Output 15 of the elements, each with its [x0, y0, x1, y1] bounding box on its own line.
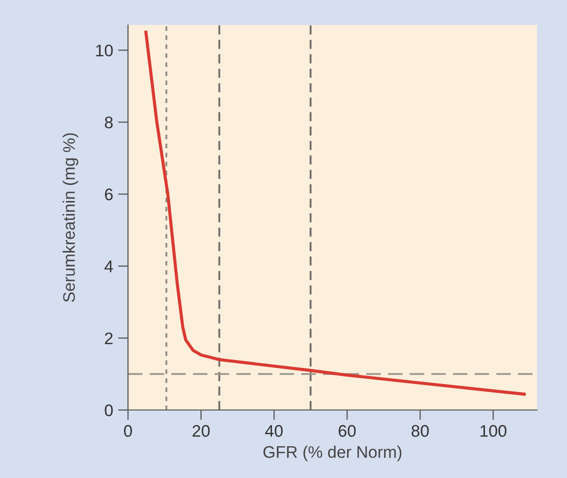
x-tick-label: 80 — [412, 425, 429, 437]
y-tick-label: 0 — [104, 404, 113, 416]
line-series — [144, 30, 526, 396]
x-axis-title: GFR (% der Norm) — [263, 446, 402, 462]
y-tick-label: 6 — [104, 188, 113, 200]
y-tick-label: 2 — [104, 332, 113, 344]
x-tick-label: 0 — [124, 425, 132, 437]
x-tick-label: 100 — [480, 425, 506, 437]
x-tick-label: 60 — [338, 425, 356, 437]
x-tick-label: 40 — [265, 425, 283, 437]
y-tick-label: 8 — [104, 116, 113, 128]
x-tick-label: 20 — [192, 425, 210, 437]
y-tick-label: 10 — [96, 44, 113, 56]
y-tick-label: 4 — [104, 260, 113, 272]
y-axis-title: Serumkreatinin (mg %) — [62, 133, 78, 302]
